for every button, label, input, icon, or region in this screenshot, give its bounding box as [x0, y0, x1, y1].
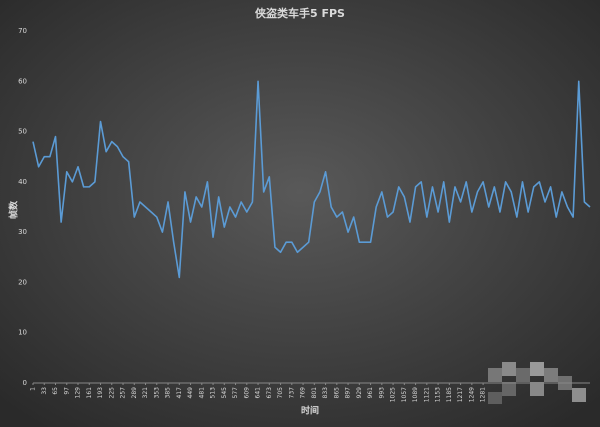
x-tick-label: 385: [165, 387, 172, 399]
x-tick-label: 1281: [480, 387, 487, 402]
x-tick-label: 257: [120, 387, 127, 399]
x-tick-label: 929: [356, 387, 363, 399]
y-tick-label: 60: [18, 77, 27, 85]
x-tick-label: 1185: [446, 387, 453, 402]
x-tick-label: 417: [176, 387, 183, 399]
x-axis-label: 时间: [301, 405, 319, 417]
x-tick-label: 33: [41, 387, 48, 395]
x-tick-label: 673: [266, 387, 273, 399]
y-tick-label: 40: [18, 178, 27, 186]
y-tick-label: 20: [18, 278, 27, 286]
x-tick-label: 321: [142, 387, 149, 399]
x-tick-label: 65: [52, 387, 59, 395]
y-axis-label: 帧数: [8, 200, 20, 219]
x-tick-label: 225: [108, 387, 115, 399]
y-tick-label: 10: [18, 329, 27, 337]
x-tick-label: 513: [210, 387, 217, 399]
x-tick-label: 641: [255, 387, 262, 399]
x-tick-label: 769: [300, 387, 307, 399]
x-tick-label: 1057: [401, 387, 408, 402]
x-tick-label: 1153: [435, 387, 442, 402]
y-tick-label: 50: [18, 128, 27, 136]
y-tick-label: 0: [23, 379, 27, 387]
x-tick-label: 705: [277, 387, 284, 399]
x-tick-label: 993: [378, 387, 385, 399]
x-tick-label: 161: [86, 387, 93, 399]
x-tick-label: 97: [63, 387, 70, 395]
y-tick-label: 30: [18, 228, 27, 236]
x-tick-label: 1217: [457, 387, 464, 402]
x-tick-label: 1025: [390, 387, 397, 402]
x-tick-label: 1121: [423, 387, 430, 402]
x-tick-label: 865: [333, 387, 340, 399]
x-tick-label: 353: [153, 387, 160, 399]
x-tick-label: 577: [232, 387, 239, 399]
line: [32, 80, 591, 279]
x-tick-label: 193: [97, 387, 104, 399]
x-tick-label: 545: [221, 387, 228, 399]
mosaic: [488, 362, 586, 404]
x-tick-label: 737: [288, 387, 295, 399]
x-tick-label: 961: [367, 387, 374, 399]
x-tick-label: 449: [187, 387, 194, 399]
y-tick-label: 70: [18, 27, 27, 35]
x-tick-label: 897: [345, 387, 352, 399]
x-tick-label: 129: [75, 387, 82, 399]
x-tick-label: 1089: [412, 387, 419, 402]
x-tick-label: 1249: [468, 387, 475, 402]
x-tick-label: 1: [30, 387, 37, 391]
x-tick-label: 481: [198, 387, 205, 399]
x-tick-label: 833: [322, 387, 329, 399]
x-tick-label: 801: [311, 387, 318, 399]
x-tick-label: 609: [243, 387, 250, 399]
x-tick-label: 289: [131, 387, 138, 399]
chart-title: 侠盗类车手5 FPS: [255, 6, 345, 20]
